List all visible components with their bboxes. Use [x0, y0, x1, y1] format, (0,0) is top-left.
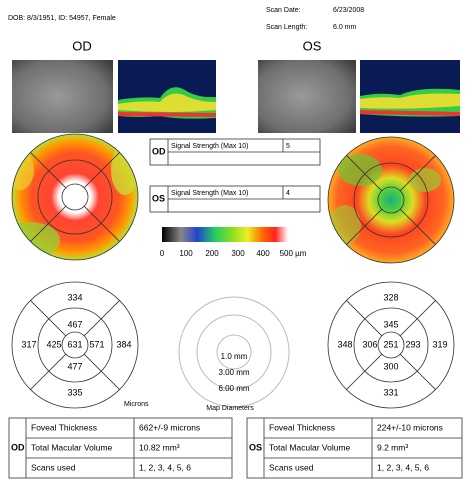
thickness-value: 384 — [116, 339, 131, 349]
signal-value: 4 — [286, 190, 290, 197]
scan-length: 6.0 mm — [333, 24, 357, 31]
map-grid — [83, 205, 120, 242]
thickness-value: 631 — [67, 339, 82, 349]
map-grid — [346, 155, 383, 192]
scan-date: 6/23/2008 — [333, 7, 364, 14]
map-grid — [30, 205, 67, 242]
thickness-value: 331 — [383, 387, 398, 397]
thickness-map — [12, 134, 138, 260]
thickness-value: 300 — [383, 361, 398, 371]
colorbar-tick: 200 — [205, 249, 219, 258]
thickness-value: 293 — [405, 339, 420, 349]
map-grid — [61, 183, 89, 211]
eye-label: OD — [11, 442, 25, 452]
sector-grid — [30, 300, 67, 337]
eye-label: OD — [72, 38, 92, 53]
sector-grid — [399, 353, 436, 390]
sector-grid — [353, 307, 429, 383]
sector-grid — [83, 353, 120, 390]
map-grid — [377, 186, 405, 214]
colorbar-tick: 0 — [160, 249, 165, 258]
map-grid — [11, 133, 139, 261]
map-grid — [346, 208, 383, 245]
sector-grid — [346, 300, 383, 337]
table-cell: Scans used — [269, 462, 314, 472]
eye-label: OS — [152, 193, 165, 203]
table-cell: Foveal Thickness — [269, 422, 335, 432]
table-cell: 1, 2, 3, 4, 5, 6 — [139, 462, 191, 472]
thickness-value: 317 — [21, 339, 36, 349]
table-cell: 662+/-9 microns — [139, 422, 200, 432]
fundus-image — [12, 60, 113, 133]
sector-grid — [346, 353, 383, 390]
colorbar-tick: 300 — [231, 249, 245, 258]
diameter-label: 1.0 mm — [221, 352, 248, 361]
sector-grid — [327, 281, 455, 409]
sector-grid — [61, 331, 89, 359]
table-border — [246, 417, 463, 479]
thickness-value: 335 — [67, 387, 82, 397]
map-grid — [327, 136, 455, 264]
thickness-value: 348 — [337, 339, 352, 349]
colorbar-tick: 100 — [179, 249, 193, 258]
map-grid — [353, 162, 429, 238]
sector-grid — [83, 300, 120, 337]
oct-scan — [118, 60, 216, 133]
signal-label: Signal Strength (Max 10) — [171, 143, 248, 150]
diameter-label: 6.00 mm — [218, 384, 249, 393]
table-border — [8, 417, 233, 479]
signal-box: OS Signal Strength (Max 10) 4 — [149, 185, 321, 213]
map-grid — [30, 152, 67, 189]
colorbar — [162, 227, 288, 242]
patient: DOB: 8/3/1951, ID: 54957, Female — [8, 15, 116, 22]
table-cell: 10.82 mm³ — [139, 442, 180, 452]
thickness-value: 571 — [89, 339, 104, 349]
table-cell: 9.2 mm³ — [377, 442, 408, 452]
scan-date-label: Scan Date: — [266, 7, 301, 14]
thickness-value: 467 — [67, 319, 82, 329]
diameter-caption: Map Diameters — [206, 405, 254, 412]
colorbar-tick: 400 — [256, 249, 270, 258]
thickness-value: 319 — [432, 339, 447, 349]
sector-grid — [377, 331, 405, 359]
thickness-value: 328 — [383, 292, 398, 302]
table-cell: Total Macular Volume — [31, 442, 113, 452]
fundus-image — [258, 60, 356, 133]
signal-box: OD Signal Strength (Max 10) 5 — [149, 138, 321, 166]
table-cell: 224+/-10 microns — [377, 422, 443, 432]
table-cell: 1, 2, 3, 4, 5, 6 — [377, 462, 429, 472]
thickness-value: 425 — [46, 339, 61, 349]
eye-label: OD — [152, 146, 166, 156]
thickness-value: 251 — [383, 339, 398, 349]
table-cell: Foveal Thickness — [31, 422, 97, 432]
colorbar-tick: 500 µm — [280, 249, 307, 258]
sector-grid — [399, 300, 436, 337]
thickness-value: 477 — [67, 361, 82, 371]
diameter-label: 3.00 mm — [218, 368, 249, 377]
map-grid — [83, 152, 120, 189]
sector-grid — [11, 281, 139, 409]
diameter-diagram — [178, 296, 290, 408]
signal-label: Signal Strength (Max 10) — [171, 190, 248, 197]
thickness-value: 345 — [383, 319, 398, 329]
map-grid — [399, 155, 436, 192]
sector-grid — [30, 353, 67, 390]
scan-length-label: Scan Length: — [266, 24, 307, 31]
map-grid — [37, 159, 113, 235]
sector-grid — [37, 307, 113, 383]
oct-scan — [360, 60, 460, 133]
thickness-value: 306 — [362, 339, 377, 349]
eye-label: OS — [249, 442, 262, 452]
table-cell: Scans used — [31, 462, 76, 472]
unit-label: Microns — [124, 401, 149, 408]
thickness-value: 334 — [67, 292, 82, 302]
signal-value: 5 — [286, 143, 290, 150]
eye-label: OS — [303, 38, 322, 53]
map-grid — [399, 208, 436, 245]
table-cell: Total Macular Volume — [269, 442, 351, 452]
